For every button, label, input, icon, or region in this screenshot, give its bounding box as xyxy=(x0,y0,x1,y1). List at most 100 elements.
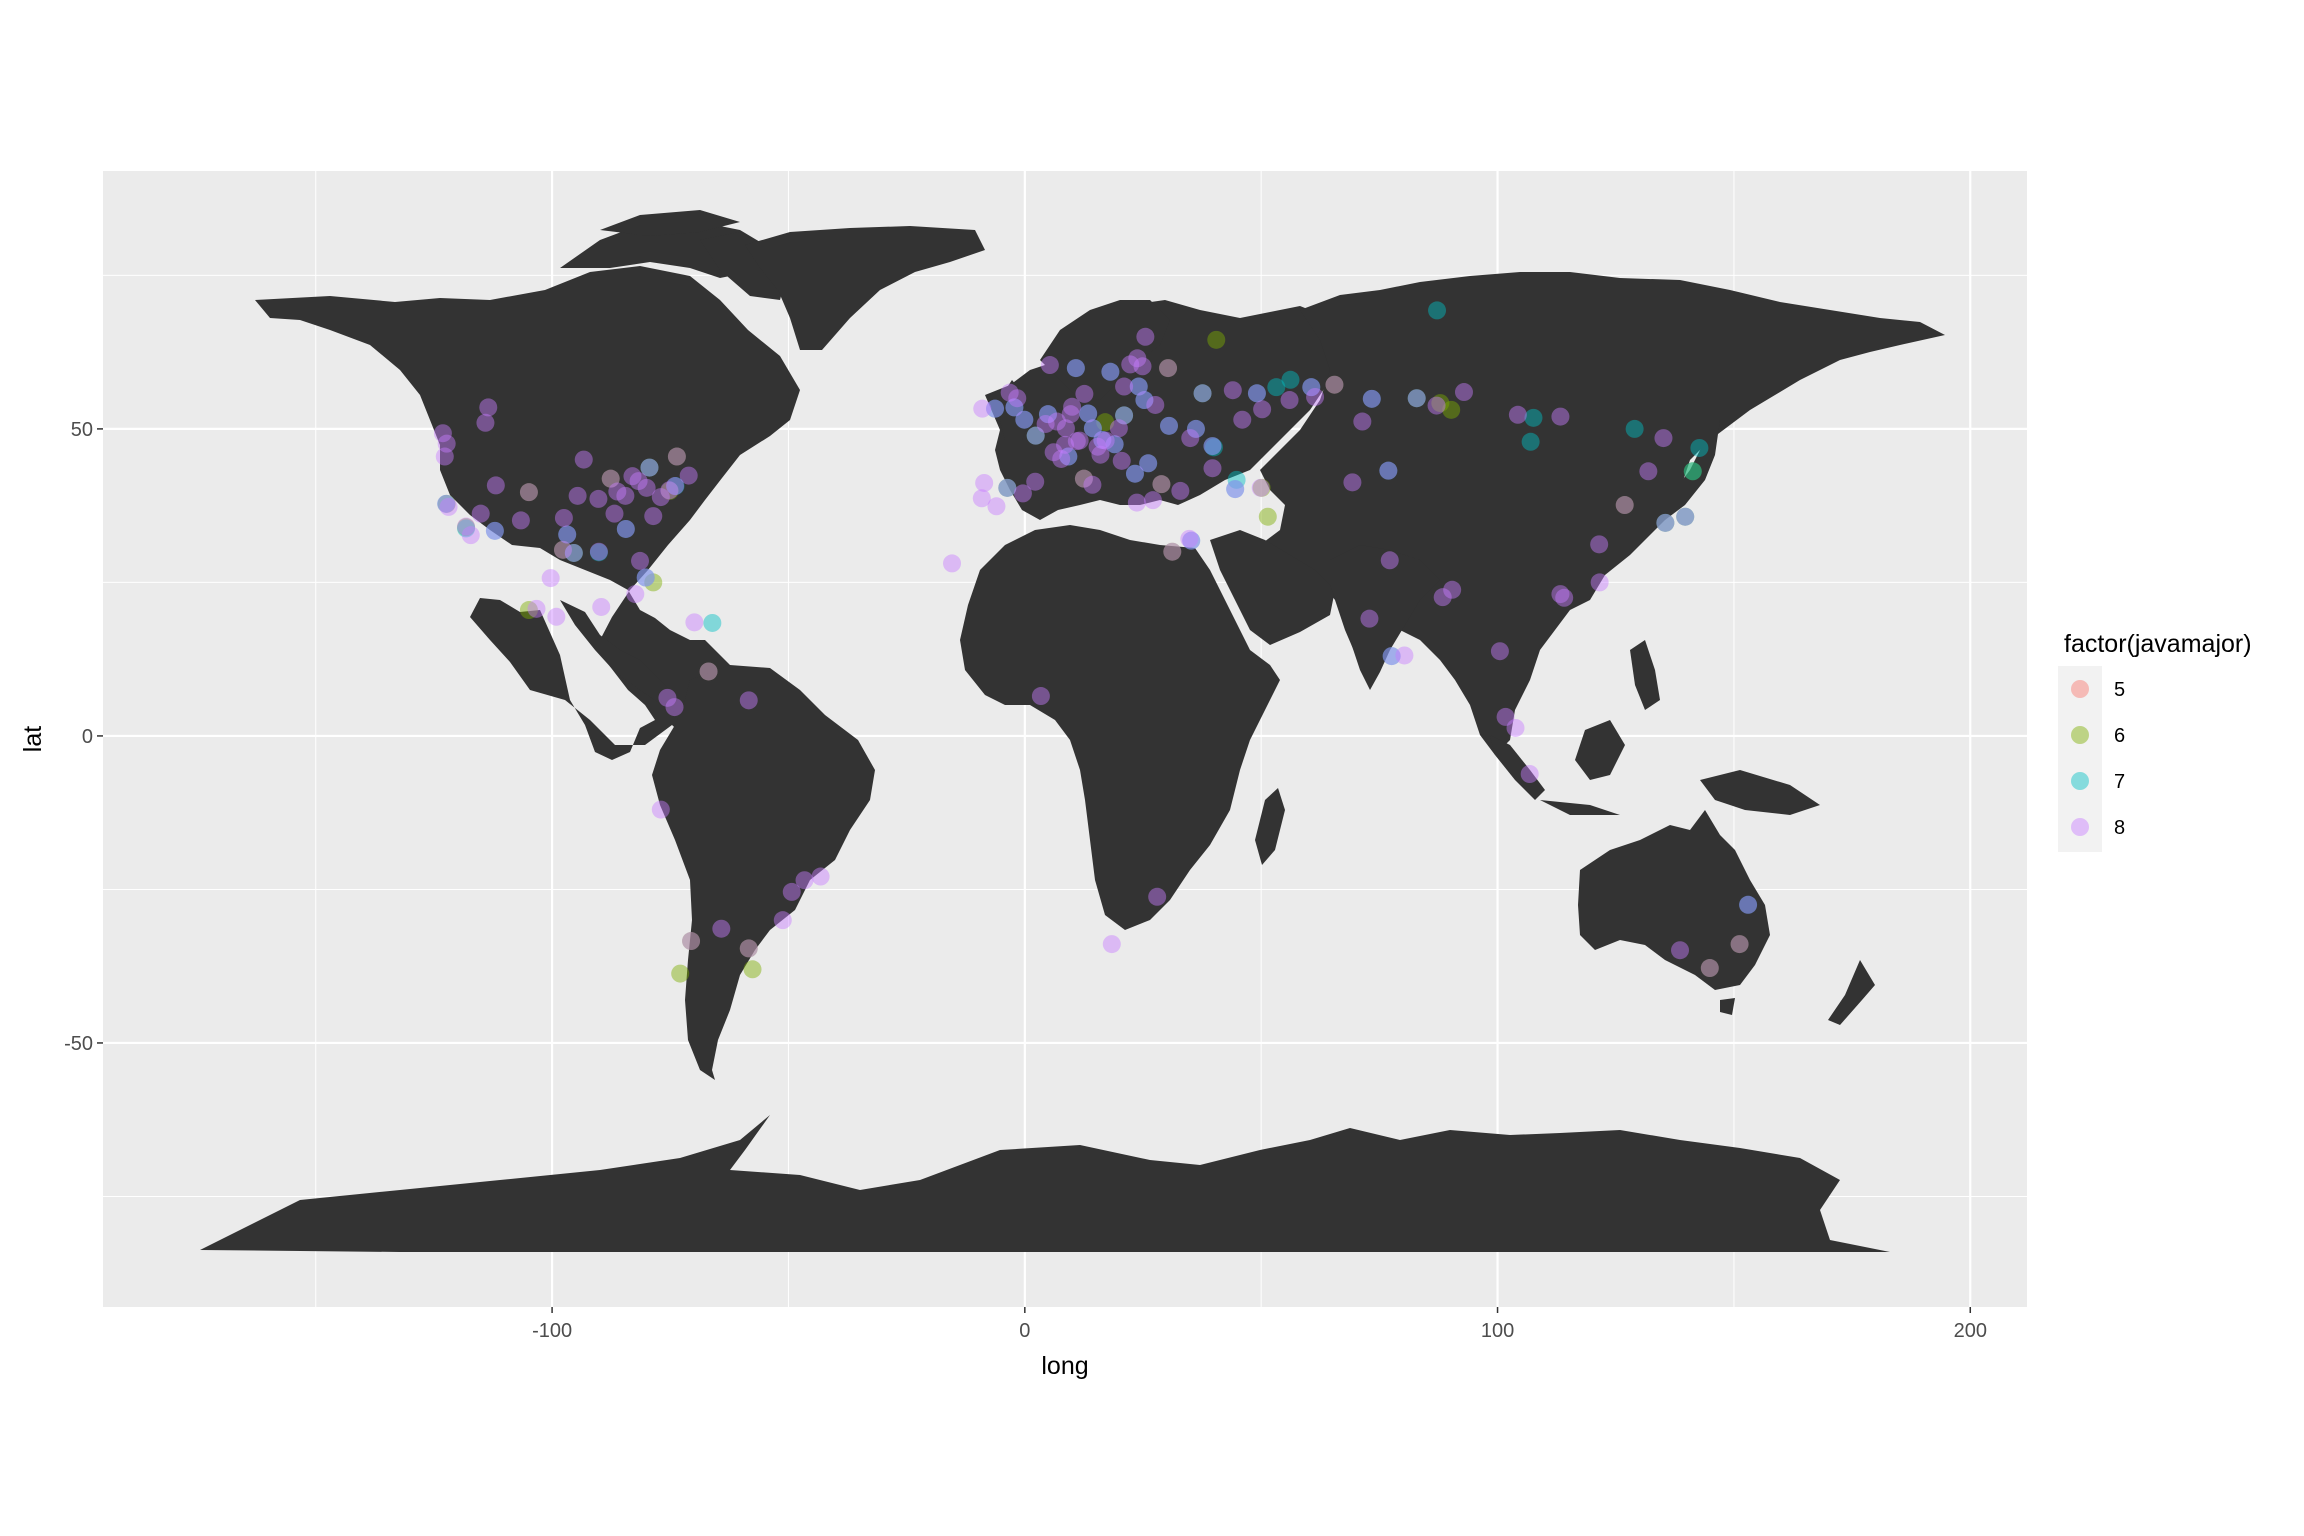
point-java-8 xyxy=(486,476,505,495)
point-java-8 xyxy=(739,939,758,958)
point-java-7 xyxy=(1379,461,1398,480)
point-java-7 xyxy=(616,519,635,538)
point-java-6 xyxy=(1115,406,1134,425)
point-java-7 xyxy=(636,568,655,587)
point-java-8 xyxy=(1075,384,1094,403)
y-tick-label: 50 xyxy=(71,419,93,441)
point-java-8 xyxy=(811,867,830,886)
land-arabia xyxy=(1210,530,1335,645)
point-java-6 xyxy=(1442,400,1461,419)
point-java-8 xyxy=(1040,356,1059,375)
point-java-8 xyxy=(1551,407,1570,426)
point-java-6 xyxy=(1656,513,1675,532)
point-java-8 xyxy=(1047,412,1066,431)
point-java-8 xyxy=(511,511,530,530)
point-java-7 xyxy=(1683,462,1702,481)
point-java-8 xyxy=(1066,359,1085,378)
point-java-8 xyxy=(601,469,620,488)
point-java-8 xyxy=(574,450,593,469)
point-java-8 xyxy=(616,486,635,505)
point-java-6 xyxy=(1252,478,1271,497)
point-java-8 xyxy=(1015,410,1034,429)
point-java-8 xyxy=(1070,431,1089,450)
point-java-8 xyxy=(1125,464,1144,483)
point-java-6 xyxy=(1026,426,1045,445)
point-java-8 xyxy=(975,473,994,492)
point-java-6 xyxy=(1193,384,1212,403)
point-java-8 xyxy=(1302,378,1321,397)
legend-title: factor(javamajor) xyxy=(2064,630,2252,658)
point-java-8 xyxy=(972,489,991,508)
land-philippines xyxy=(1630,640,1660,710)
point-java-7 xyxy=(589,543,608,562)
land-south-america xyxy=(652,665,875,1080)
point-java-8 xyxy=(1280,391,1299,410)
land-masses xyxy=(200,210,1945,1252)
point-java-8 xyxy=(541,569,560,588)
point-java-7 xyxy=(986,399,1005,418)
point-java-7 xyxy=(1139,454,1158,473)
point-java-7 xyxy=(1105,435,1124,454)
point-java-8 xyxy=(1520,765,1539,784)
point-java-8 xyxy=(699,662,718,681)
point-java-8 xyxy=(1091,445,1110,464)
point-java-8 xyxy=(439,497,458,516)
point-java-8 xyxy=(1639,462,1658,481)
land-java xyxy=(1540,800,1620,815)
point-java-8 xyxy=(1182,531,1201,550)
point-java-8 xyxy=(479,398,498,417)
point-java-7 xyxy=(1407,389,1426,408)
point-java-8 xyxy=(1093,430,1112,449)
point-java-6 xyxy=(457,518,476,537)
legend-label-8: 8 xyxy=(2114,817,2125,839)
land-north-america xyxy=(255,266,800,760)
point-java-7 xyxy=(564,543,583,562)
point-java-6 xyxy=(519,601,538,620)
point-java-8 xyxy=(1555,588,1574,607)
point-java-6 xyxy=(998,478,1017,497)
point-java-7 xyxy=(1135,391,1154,410)
point-java-8 xyxy=(1101,362,1120,381)
point-java-8 xyxy=(1615,496,1634,515)
point-java-8 xyxy=(1454,383,1473,402)
point-java-8 xyxy=(437,494,456,513)
point-java-7 xyxy=(1267,378,1286,397)
point-java-8 xyxy=(1247,384,1266,403)
point-java-8 xyxy=(1700,959,1719,978)
point-java-8 xyxy=(1129,377,1148,396)
point-java-8 xyxy=(1133,357,1152,376)
point-java-8 xyxy=(660,481,679,500)
point-java-8 xyxy=(1052,449,1071,468)
y-axis: -50 0 50 xyxy=(64,419,103,1055)
point-java-8 xyxy=(739,691,758,710)
point-java-7 xyxy=(998,478,1017,497)
point-java-7 xyxy=(1690,438,1709,457)
point-java-8 xyxy=(1730,935,1749,954)
point-java-8 xyxy=(1360,609,1379,628)
point-java-8 xyxy=(568,486,587,505)
point-java-8 xyxy=(1063,397,1082,416)
point-java-8 xyxy=(1079,404,1098,423)
point-java-6 xyxy=(644,573,663,592)
point-java-8 xyxy=(1061,405,1080,424)
point-java-7 xyxy=(1186,419,1205,438)
land-india xyxy=(1330,545,1440,690)
point-java-6 xyxy=(1325,375,1344,394)
point-java-6 xyxy=(1152,475,1171,494)
point-java-8 xyxy=(1109,419,1128,438)
point-java-7 xyxy=(485,521,504,540)
point-java-8 xyxy=(592,597,611,616)
point-java-8 xyxy=(1135,391,1154,410)
point-java-8 xyxy=(1171,481,1190,500)
point-java-8 xyxy=(1379,461,1398,480)
point-java-8 xyxy=(1074,469,1093,488)
point-java-6 xyxy=(1096,413,1115,432)
point-java-8 xyxy=(476,413,495,432)
point-java-6 xyxy=(1431,394,1450,413)
point-java-8 xyxy=(712,919,731,938)
y-axis-title: lat xyxy=(19,726,47,752)
point-java-7 xyxy=(457,519,476,538)
point-java-8 xyxy=(1353,412,1372,431)
point-java-8 xyxy=(644,507,663,526)
point-java-8 xyxy=(1380,551,1399,570)
